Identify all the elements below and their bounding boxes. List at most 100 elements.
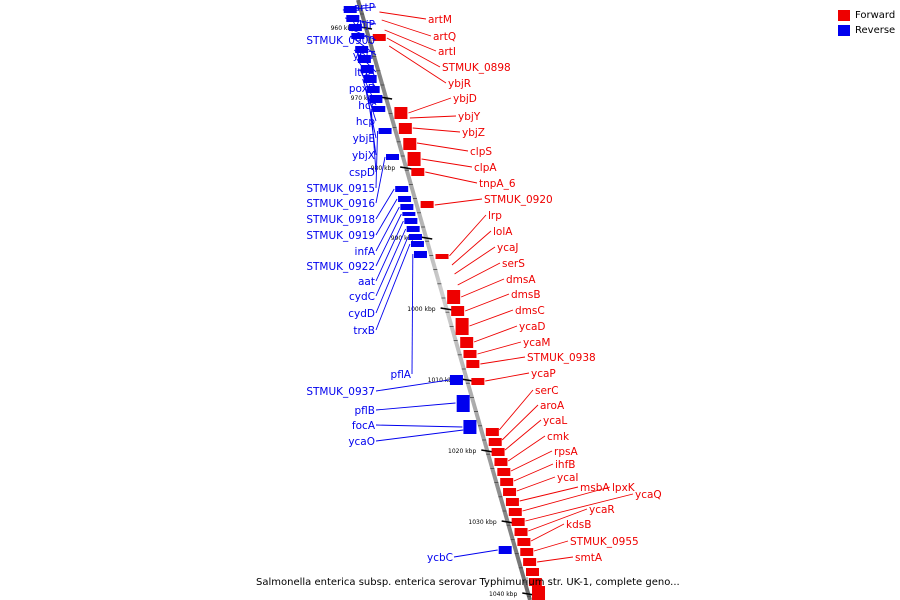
gene-label[interactable]: focA	[352, 420, 376, 432]
gene-label[interactable]: dmsA	[506, 274, 536, 286]
reverse-gene-feature[interactable]	[378, 128, 392, 134]
forward-gene-feature[interactable]	[471, 378, 485, 385]
reverse-gene-feature[interactable]	[400, 204, 414, 210]
reverse-gene-feature[interactable]	[413, 251, 427, 258]
reverse-gene-feature[interactable]	[498, 546, 512, 554]
forward-gene-feature[interactable]	[511, 518, 525, 526]
forward-gene-feature[interactable]	[460, 337, 474, 348]
gene-label[interactable]: cspD	[349, 167, 375, 179]
gene-label[interactable]: pflB	[355, 405, 375, 417]
gene-label[interactable]: STMUK_0920	[484, 194, 553, 206]
gene-label[interactable]: serC	[535, 385, 559, 397]
gene-label[interactable]: ybjP	[353, 19, 375, 31]
reverse-gene-feature[interactable]	[463, 420, 477, 434]
gene-label[interactable]: ybjY	[458, 111, 481, 123]
forward-gene-feature[interactable]	[532, 586, 546, 600]
gene-label[interactable]: STMUK_0918	[306, 214, 375, 226]
reverse-gene-feature[interactable]	[402, 212, 416, 216]
gene-label[interactable]: ycaM	[523, 337, 550, 349]
forward-gene-feature[interactable]	[497, 468, 511, 476]
gene-label[interactable]: ycaD	[519, 321, 546, 333]
gene-label[interactable]: lrp	[488, 210, 502, 222]
gene-label[interactable]: STMUK_0955	[570, 536, 639, 548]
reverse-gene-feature[interactable]	[410, 241, 424, 247]
gene-label[interactable]: ycaL	[543, 415, 567, 427]
forward-gene-feature[interactable]	[520, 548, 534, 556]
reverse-gene-feature[interactable]	[351, 33, 365, 39]
forward-gene-feature[interactable]	[523, 558, 537, 566]
gene-label[interactable]: hcr	[358, 100, 375, 112]
gene-label[interactable]: ycaP	[531, 368, 556, 380]
gene-label[interactable]: ybjD	[453, 93, 477, 105]
reverse-gene-feature[interactable]	[357, 55, 371, 63]
gene-label[interactable]: dmsB	[511, 289, 541, 301]
gene-label[interactable]: ybjZ	[462, 127, 485, 139]
reverse-gene-feature[interactable]	[386, 154, 400, 160]
forward-gene-feature[interactable]	[447, 290, 461, 304]
reverse-gene-feature[interactable]	[395, 186, 409, 192]
gene-label[interactable]: poxB	[349, 83, 375, 95]
reverse-gene-feature[interactable]	[449, 375, 463, 385]
forward-gene-feature[interactable]	[505, 498, 519, 506]
gene-label[interactable]: rpsA	[554, 446, 578, 458]
gene-label[interactable]: clpA	[474, 162, 497, 174]
gene-label[interactable]: infA	[355, 246, 376, 258]
forward-gene-feature[interactable]	[491, 448, 505, 456]
gene-label[interactable]: STMUK_0919	[306, 230, 375, 242]
forward-gene-feature[interactable]	[503, 488, 517, 496]
forward-gene-feature[interactable]	[372, 34, 386, 41]
forward-gene-feature[interactable]	[525, 568, 539, 576]
reverse-gene-feature[interactable]	[369, 95, 383, 103]
gene-label[interactable]: cmk	[547, 431, 570, 443]
gene-label[interactable]: STMUK_0915	[306, 183, 375, 195]
forward-gene-feature[interactable]	[435, 254, 449, 259]
gene-label[interactable]: STMUK_0898	[442, 62, 511, 74]
gene-label[interactable]: ybjR	[448, 78, 471, 90]
gene-label[interactable]: STMUK_0922	[306, 261, 375, 273]
gene-label[interactable]: artP	[354, 2, 375, 14]
gene-label[interactable]: smtA	[575, 552, 603, 564]
gene-label[interactable]: ybjX	[352, 150, 375, 162]
gene-label[interactable]: msbA	[580, 482, 610, 494]
reverse-gene-feature[interactable]	[372, 106, 386, 112]
gene-label[interactable]: serS	[502, 258, 525, 270]
forward-gene-feature[interactable]	[398, 123, 412, 134]
gene-label[interactable]: ycaJ	[497, 242, 519, 254]
reverse-gene-feature[interactable]	[355, 46, 369, 53]
gene-label[interactable]: ycaQ	[635, 489, 662, 501]
gene-label[interactable]: STMUK_0937	[306, 386, 375, 398]
gene-label[interactable]: ybjE	[353, 133, 375, 145]
gene-label[interactable]: lolA	[493, 226, 513, 238]
gene-label[interactable]: ihfB	[555, 459, 575, 471]
forward-gene-feature[interactable]	[403, 138, 417, 150]
forward-gene-feature[interactable]	[407, 152, 421, 166]
reverse-gene-feature[interactable]	[404, 218, 418, 224]
forward-gene-feature[interactable]	[514, 528, 528, 536]
forward-gene-feature[interactable]	[451, 306, 465, 316]
reverse-gene-feature[interactable]	[408, 234, 422, 240]
gene-label[interactable]: STMUK_0900	[306, 35, 375, 47]
gene-label[interactable]: STMUK_0916	[306, 198, 375, 210]
reverse-gene-feature[interactable]	[360, 65, 374, 73]
gene-label[interactable]: trxB	[353, 325, 375, 337]
forward-gene-feature[interactable]	[420, 201, 434, 208]
reverse-gene-feature[interactable]	[406, 226, 420, 232]
reverse-gene-feature[interactable]	[346, 15, 360, 22]
forward-gene-feature[interactable]	[508, 508, 522, 516]
reverse-gene-feature[interactable]	[456, 395, 470, 412]
forward-gene-feature[interactable]	[485, 428, 499, 436]
forward-gene-feature[interactable]	[494, 458, 508, 466]
gene-label[interactable]: ycbC	[427, 552, 453, 564]
gene-label[interactable]: tnpA_6	[479, 178, 516, 190]
gene-label[interactable]: ltaA	[354, 67, 375, 79]
gene-label[interactable]: kdsB	[566, 519, 591, 531]
gene-label[interactable]: ycaI	[557, 472, 579, 484]
gene-label[interactable]: aroA	[540, 400, 565, 412]
gene-label[interactable]: hcp	[356, 116, 375, 128]
gene-label[interactable]: artQ	[433, 31, 456, 43]
reverse-gene-feature[interactable]	[398, 196, 412, 202]
gene-label[interactable]: lpxK	[612, 482, 636, 494]
forward-gene-feature[interactable]	[463, 350, 477, 358]
gene-label[interactable]: STMUK_0938	[527, 352, 596, 364]
